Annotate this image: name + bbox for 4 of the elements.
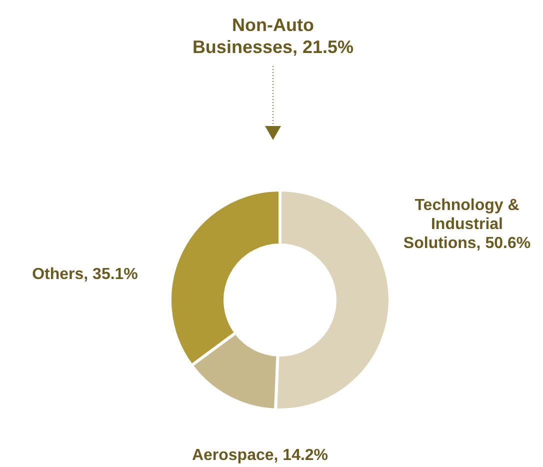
slice-label: Others, 35.1%	[32, 266, 138, 284]
chart-title: Non-Auto Businesses, 21.5%	[192, 14, 354, 57]
slice-label: Technology & Industrial Solutions, 50.6%	[403, 197, 531, 252]
slice-label: Aerospace, 14.2%	[192, 447, 328, 464]
